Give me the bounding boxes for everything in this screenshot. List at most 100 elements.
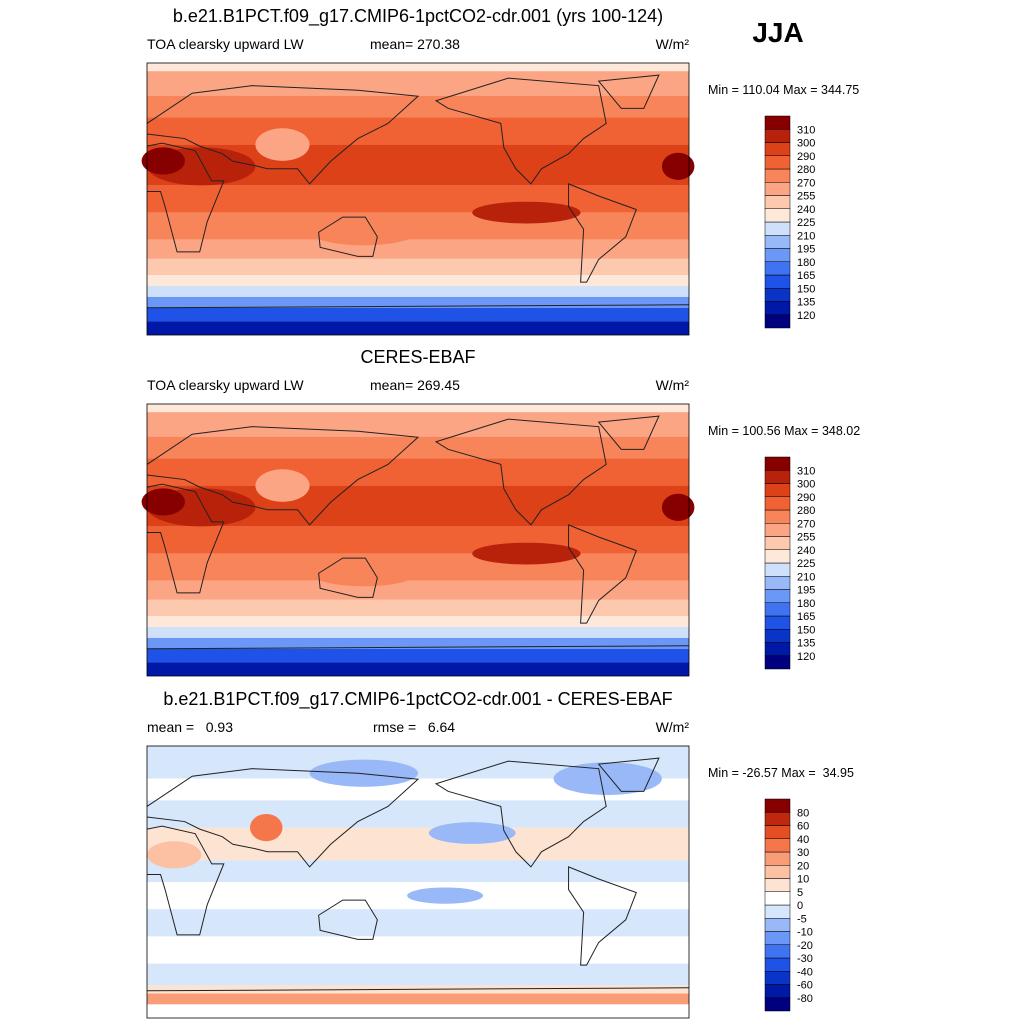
coastline (147, 86, 418, 184)
map-band (147, 909, 689, 937)
colorbar-label: 225 (797, 558, 815, 570)
map-band (147, 239, 689, 259)
coastline (569, 525, 637, 623)
map-band (147, 648, 689, 663)
coastline (436, 761, 606, 867)
colorbar-label: 280 (797, 164, 815, 176)
colorbar-box (764, 155, 791, 170)
panel-title: CERES-EBAF (360, 347, 475, 367)
colorbar-box (764, 825, 791, 839)
colorbar-label: 240 (797, 545, 815, 557)
colorbar-label: -60 (797, 980, 813, 992)
map-band (147, 936, 689, 964)
colorbar-box (764, 456, 791, 471)
colorbar-box (764, 248, 791, 262)
colorbar-box (764, 812, 791, 826)
colorbar-box (764, 549, 791, 564)
coastline (319, 217, 378, 256)
coastline (147, 646, 689, 649)
colorbar-box (764, 918, 791, 932)
colorbar-box (764, 523, 791, 537)
map-frame (146, 403, 690, 677)
colorbar-box (764, 798, 791, 813)
colorbar-label: 80 (797, 807, 809, 819)
map-band (147, 258, 689, 276)
map-feature (309, 559, 418, 587)
colorbar-box (764, 984, 791, 998)
colorbar-label: -80 (797, 993, 813, 1005)
map (141, 404, 695, 676)
map-band (147, 778, 689, 801)
colorbar-label: 270 (797, 177, 815, 189)
colorbar-box (764, 483, 791, 497)
coastline (147, 484, 224, 593)
colorbar-label: 40 (797, 834, 809, 846)
center-label: mean= 270.38 (370, 36, 460, 52)
colorbar-box (764, 470, 791, 484)
coastline (319, 900, 378, 939)
map-feature (472, 542, 581, 565)
colorbar-box (764, 629, 791, 643)
coastline (319, 558, 378, 597)
colorbar-box (764, 536, 791, 550)
colorbar-box (764, 314, 791, 329)
colorbar-label: -10 (797, 927, 813, 939)
map-band (147, 637, 689, 649)
left-label: mean = 0.93 (147, 719, 233, 735)
map-feature (407, 887, 484, 904)
map-band (147, 1004, 689, 1018)
panel: b.e21.B1PCT.f09_g17.CMIP6-1pctCO2-cdr.00… (146, 689, 854, 1019)
colorbar-box (764, 509, 791, 524)
coastline (569, 867, 637, 965)
map-band (147, 580, 689, 600)
map-frame (146, 745, 690, 1019)
coastline (147, 769, 418, 867)
colorbar-box (764, 851, 791, 866)
colorbar-label: 210 (797, 230, 815, 242)
map-feature (141, 488, 185, 516)
colorbar-box (764, 288, 791, 302)
colorbar-label: 120 (797, 310, 815, 322)
colorbar-label: 30 (797, 847, 809, 859)
colorbar-label: 290 (797, 151, 815, 163)
colorbar-box (764, 195, 791, 209)
coastline (147, 988, 689, 991)
colorbar-label: 225 (797, 217, 815, 229)
colorbar-label: 150 (797, 283, 815, 295)
colorbar-box (764, 931, 791, 945)
map-band (147, 185, 689, 213)
colorbar-label: 210 (797, 571, 815, 583)
coastlines (147, 75, 689, 308)
map-feature (249, 814, 283, 842)
colorbar-box (764, 838, 791, 853)
colorbar-label: 150 (797, 624, 815, 636)
colorbar-box (764, 971, 791, 985)
map-feature (553, 762, 662, 795)
units: W/m² (656, 36, 690, 52)
colorbar-box (764, 878, 791, 892)
colorbar-label: -20 (797, 940, 813, 952)
colorbar-box (764, 168, 791, 183)
map-band (147, 117, 689, 145)
min-max: Min = 100.56 Max = 348.02 (708, 424, 860, 438)
colorbar-box (764, 997, 791, 1012)
colorbar-label: 135 (797, 297, 815, 309)
colorbar-box (764, 944, 791, 959)
colorbar-box (764, 301, 791, 315)
map-frame (146, 62, 690, 336)
map-band (147, 286, 689, 297)
map-band (147, 212, 689, 240)
map (147, 746, 689, 1018)
colorbar-box (764, 615, 791, 630)
map-feature (661, 152, 695, 180)
colorbar-label: -30 (797, 953, 813, 965)
colorbar-label: 180 (797, 257, 815, 269)
colorbar-box (764, 235, 791, 249)
coastline (147, 143, 224, 252)
coastlines (147, 416, 689, 649)
map-feature (309, 759, 418, 787)
map-band (147, 963, 689, 986)
colorbar-box (764, 182, 791, 196)
map-band (147, 526, 689, 554)
panel-title: b.e21.B1PCT.f09_g17.CMIP6-1pctCO2-cdr.00… (173, 6, 663, 27)
